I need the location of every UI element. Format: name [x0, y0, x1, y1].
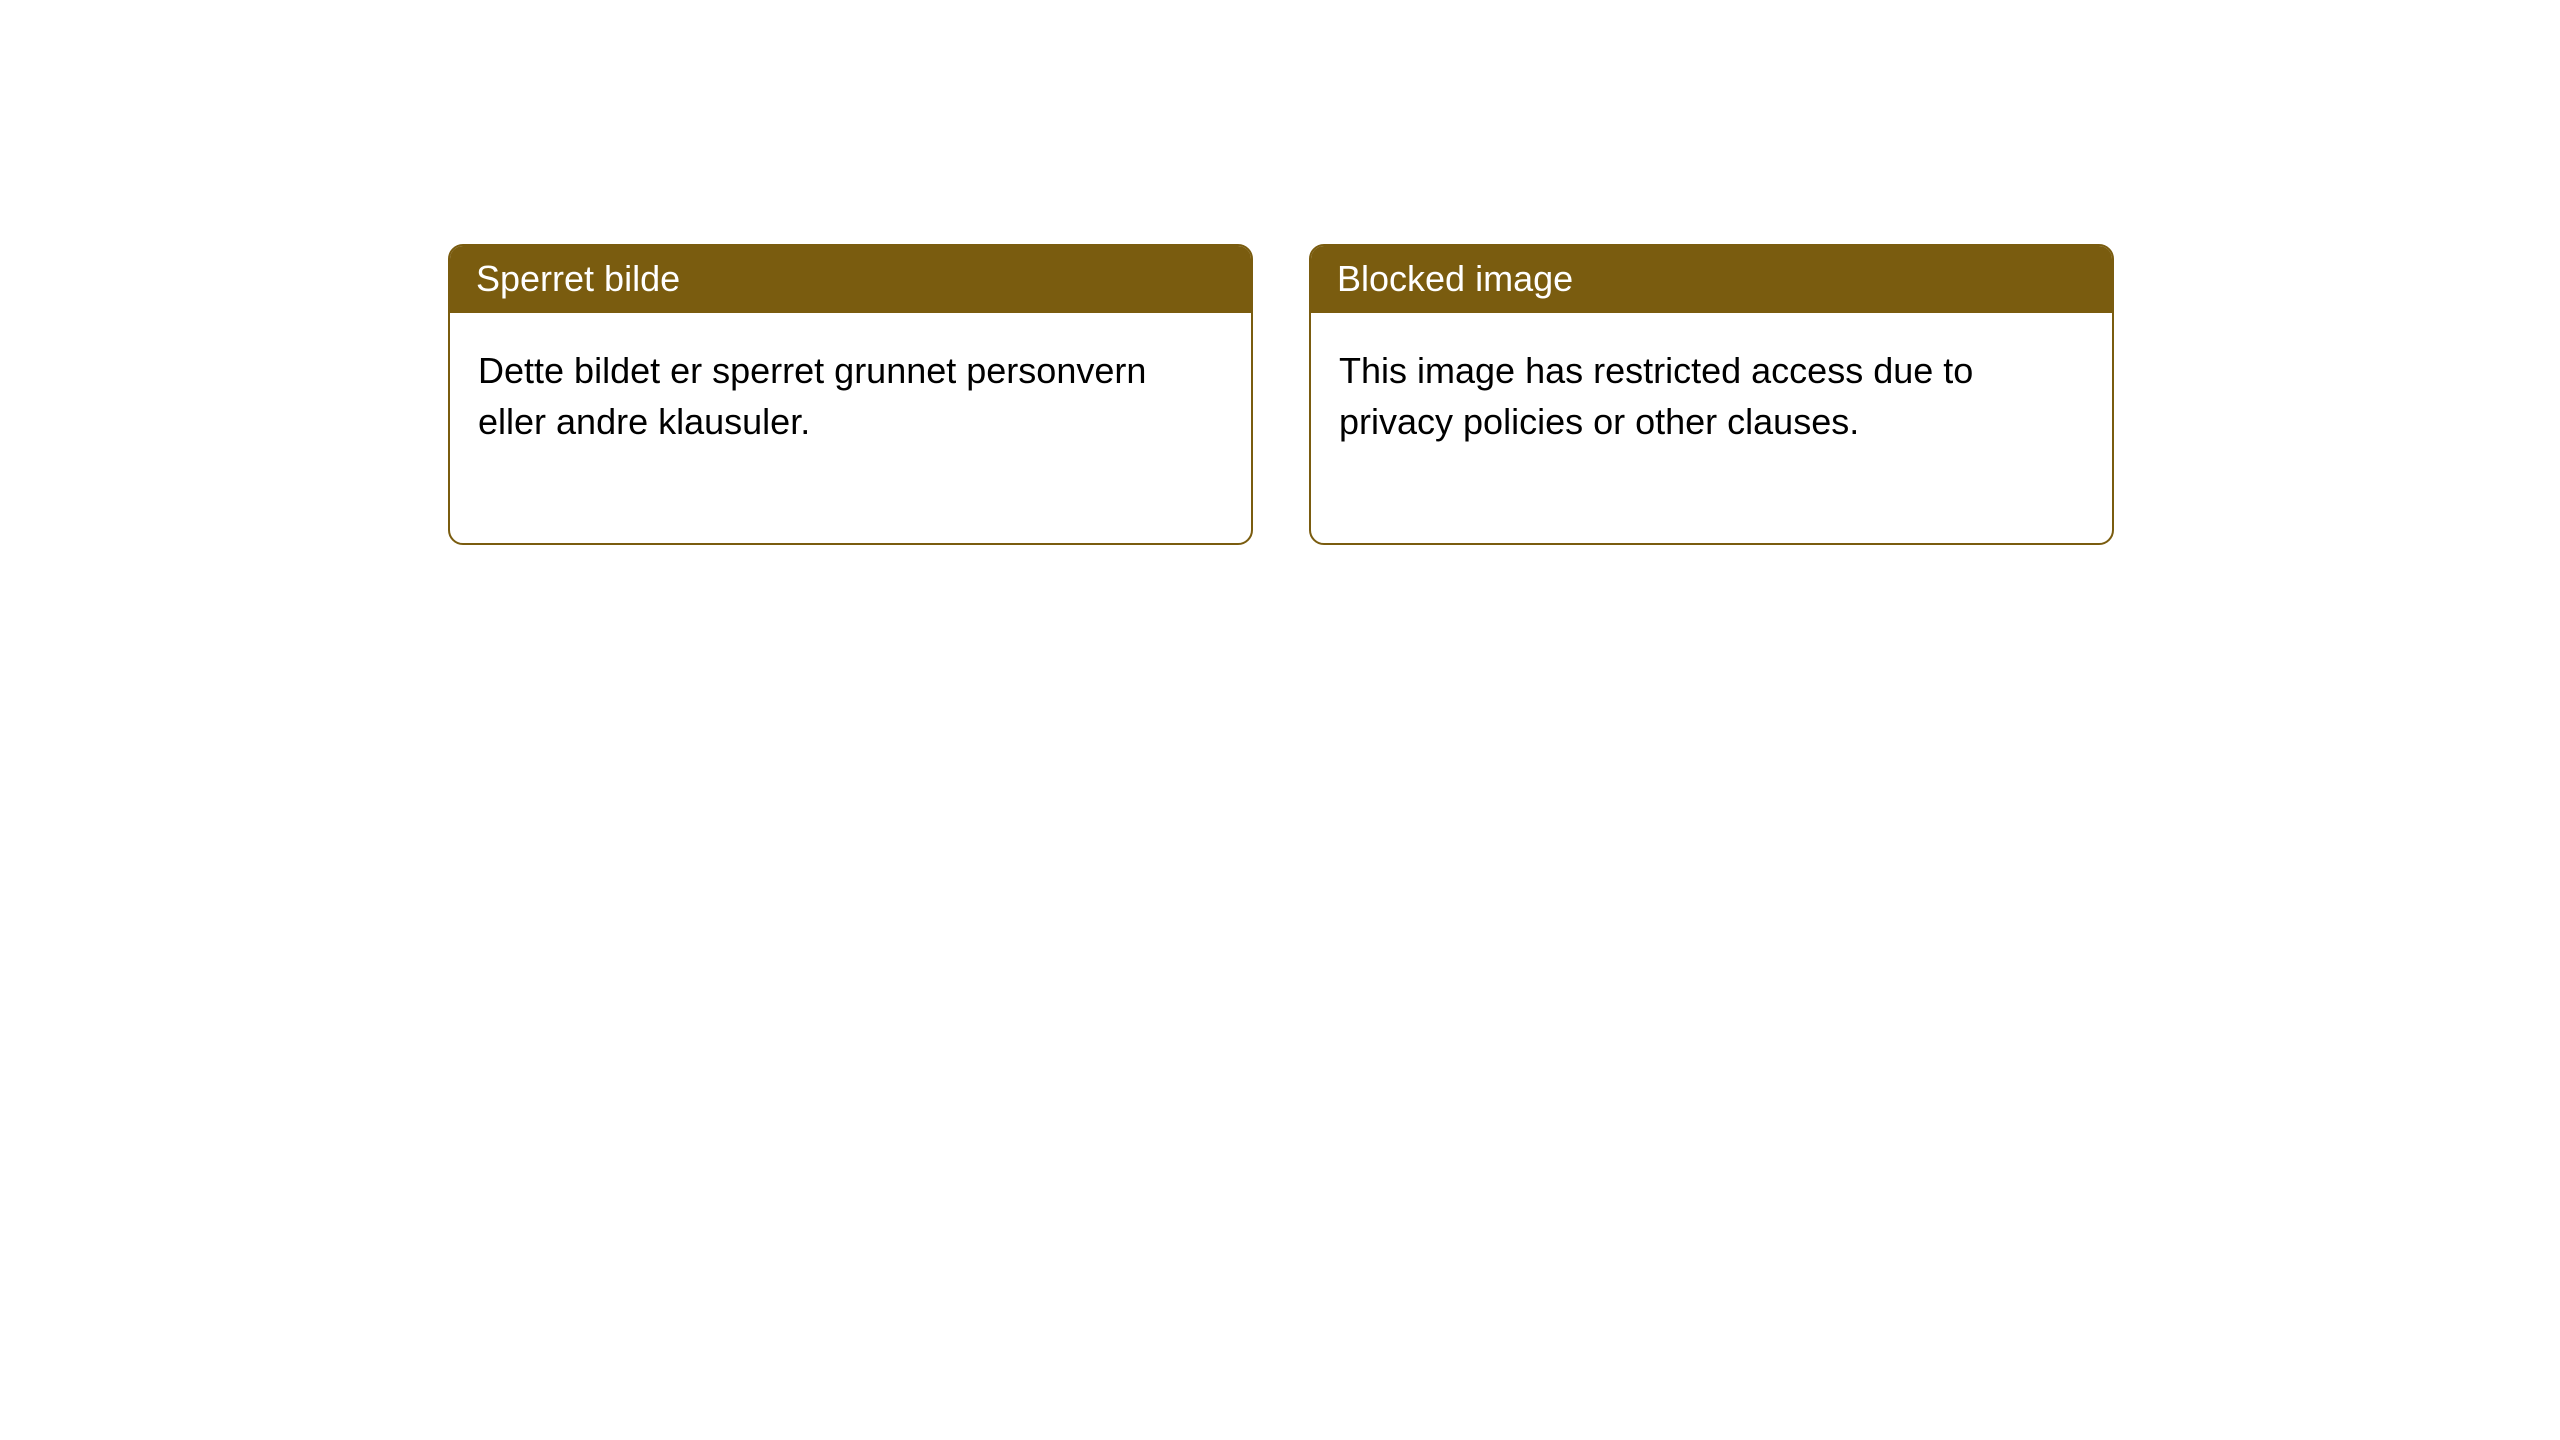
notice-body: Dette bildet er sperret grunnet personve…	[450, 313, 1251, 543]
notice-header: Blocked image	[1311, 246, 2112, 313]
notice-body: This image has restricted access due to …	[1311, 313, 2112, 543]
notice-header: Sperret bilde	[450, 246, 1251, 313]
notice-card-english: Blocked image This image has restricted …	[1309, 244, 2114, 545]
notice-container: Sperret bilde Dette bildet er sperret gr…	[0, 0, 2560, 545]
notice-card-norwegian: Sperret bilde Dette bildet er sperret gr…	[448, 244, 1253, 545]
